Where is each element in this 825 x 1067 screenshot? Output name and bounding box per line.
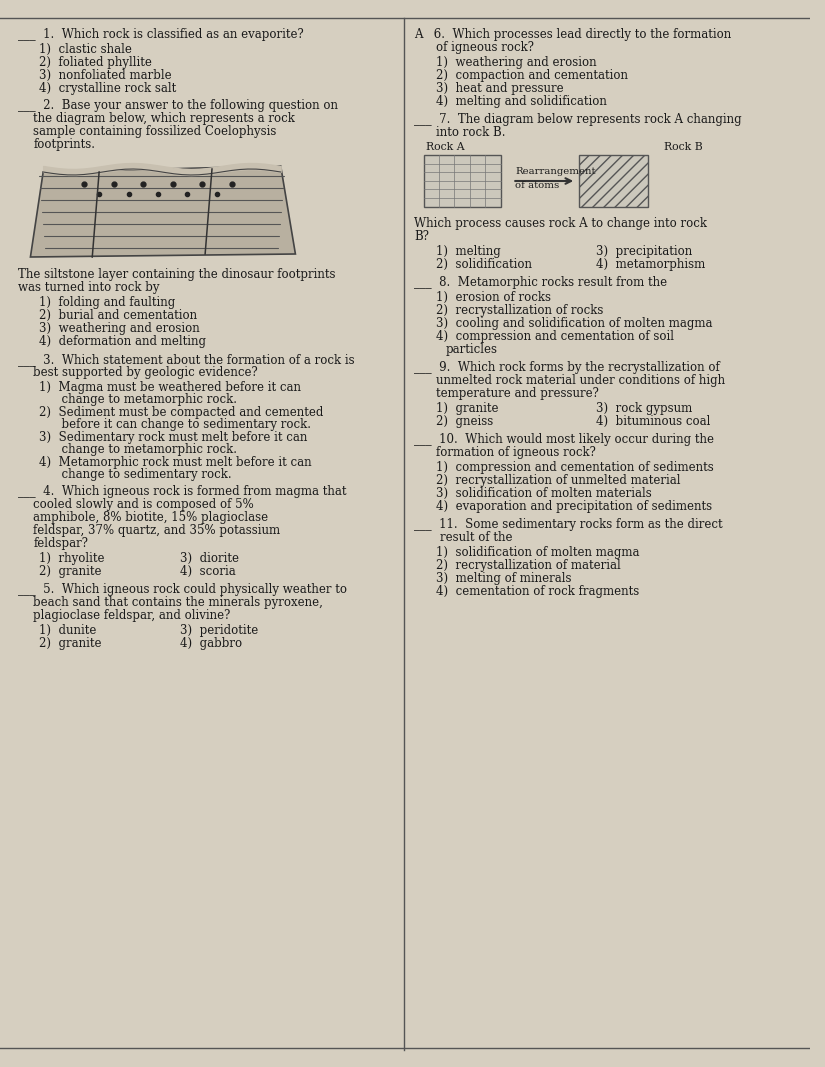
Text: 3)  peridotite: 3) peridotite <box>180 624 258 637</box>
Text: change to metamorphic rock.: change to metamorphic rock. <box>40 393 238 407</box>
Text: 1)  folding and faulting: 1) folding and faulting <box>40 296 176 309</box>
Text: B?: B? <box>414 230 429 243</box>
Text: 1)  Magma must be weathered before it can: 1) Magma must be weathered before it can <box>40 381 301 394</box>
Text: 1)  compression and cementation of sediments: 1) compression and cementation of sedime… <box>436 461 714 474</box>
Text: 3)  precipitation: 3) precipitation <box>596 245 692 258</box>
Text: ___  10.  Which would most likely occur during the: ___ 10. Which would most likely occur du… <box>414 433 714 446</box>
Text: formation of igneous rock?: formation of igneous rock? <box>436 446 596 459</box>
Text: 4)  scoria: 4) scoria <box>180 566 235 578</box>
Text: result of the: result of the <box>440 531 512 544</box>
Text: 2)  recrystallization of unmelted material: 2) recrystallization of unmelted materia… <box>436 474 681 487</box>
Text: 1)  granite: 1) granite <box>436 402 498 415</box>
Text: 3)  nonfoliated marble: 3) nonfoliated marble <box>40 69 172 82</box>
Text: 2)  granite: 2) granite <box>40 637 101 650</box>
Text: feldspar, 37% quartz, and 35% potassium: feldspar, 37% quartz, and 35% potassium <box>33 524 280 537</box>
Text: 4)  melting and solidification: 4) melting and solidification <box>436 95 606 108</box>
Text: cooled slowly and is composed of 5%: cooled slowly and is composed of 5% <box>33 498 254 511</box>
Text: before it can change to sedimentary rock.: before it can change to sedimentary rock… <box>40 418 311 431</box>
Text: ___  4.  Which igneous rock is formed from magma that: ___ 4. Which igneous rock is formed from… <box>17 485 346 498</box>
Text: 2)  recrystallization of rocks: 2) recrystallization of rocks <box>436 304 603 317</box>
Text: 2)  gneiss: 2) gneiss <box>436 415 493 428</box>
Text: Which process causes rock A to change into rock: Which process causes rock A to change in… <box>414 217 707 230</box>
Text: 2)  burial and cementation: 2) burial and cementation <box>40 309 197 322</box>
Text: beach sand that contains the minerals pyroxene,: beach sand that contains the minerals py… <box>33 596 323 609</box>
Text: 2)  Sediment must be compacted and cemented: 2) Sediment must be compacted and cement… <box>40 407 323 419</box>
Text: sample containing fossilized Coelophysis: sample containing fossilized Coelophysis <box>33 125 276 138</box>
Text: 4)  compression and cementation of soil: 4) compression and cementation of soil <box>436 330 674 343</box>
Text: Rock B: Rock B <box>664 142 703 152</box>
Text: 2)  granite: 2) granite <box>40 566 101 578</box>
Text: 3)  weathering and erosion: 3) weathering and erosion <box>40 322 200 335</box>
Text: feldspar?: feldspar? <box>33 537 88 550</box>
Text: 1)  solidification of molten magma: 1) solidification of molten magma <box>436 546 639 559</box>
Text: of igneous rock?: of igneous rock? <box>436 41 534 54</box>
Text: 4)  gabbro: 4) gabbro <box>180 637 242 650</box>
Text: the diagram below, which represents a rock: the diagram below, which represents a ro… <box>33 112 295 125</box>
Text: 3)  Sedimentary rock must melt before it can: 3) Sedimentary rock must melt before it … <box>40 431 308 444</box>
Text: footprints.: footprints. <box>33 138 96 152</box>
Text: The siltstone layer containing the dinosaur footprints: The siltstone layer containing the dinos… <box>17 268 335 281</box>
Text: 2)  foliated phyllite: 2) foliated phyllite <box>40 55 152 69</box>
Text: Rearrangement: Rearrangement <box>516 168 596 176</box>
Text: 1)  rhyolite: 1) rhyolite <box>40 552 105 566</box>
Text: 4)  cementation of rock fragments: 4) cementation of rock fragments <box>436 585 639 598</box>
Text: ___  1.  Which rock is classified as an evaporite?: ___ 1. Which rock is classified as an ev… <box>17 28 304 41</box>
Text: ___  5.  Which igneous rock could physically weather to: ___ 5. Which igneous rock could physical… <box>17 583 346 596</box>
Text: 4)  evaporation and precipitation of sediments: 4) evaporation and precipitation of sedi… <box>436 500 712 513</box>
Text: temperature and pressure?: temperature and pressure? <box>436 387 599 400</box>
Text: 4)  bituminous coal: 4) bituminous coal <box>596 415 710 428</box>
Text: A   6.  Which processes lead directly to the formation: A 6. Which processes lead directly to th… <box>414 28 732 41</box>
Text: 2)  recrystallization of material: 2) recrystallization of material <box>436 559 620 572</box>
Text: 3)  heat and pressure: 3) heat and pressure <box>436 82 563 95</box>
Text: ___  7.  The diagram below represents rock A changing: ___ 7. The diagram below represents rock… <box>414 113 742 126</box>
Text: 2)  compaction and cementation: 2) compaction and cementation <box>436 69 628 82</box>
Text: unmelted rock material under conditions of high: unmelted rock material under conditions … <box>436 375 725 387</box>
Text: 3)  cooling and solidification of molten magma: 3) cooling and solidification of molten … <box>436 317 712 330</box>
Text: 2)  solidification: 2) solidification <box>436 258 532 271</box>
Text: particles: particles <box>446 343 497 356</box>
Bar <box>424 155 501 207</box>
Text: ___  2.  Base your answer to the following question on: ___ 2. Base your answer to the following… <box>17 99 337 112</box>
Text: 1)  dunite: 1) dunite <box>40 624 97 637</box>
Text: 3)  solidification of molten materials: 3) solidification of molten materials <box>436 487 652 500</box>
Text: 1)  clastic shale: 1) clastic shale <box>40 43 132 55</box>
Text: change to sedimentary rock.: change to sedimentary rock. <box>40 468 232 481</box>
Text: ___  3.  Which statement about the formation of a rock is: ___ 3. Which statement about the formati… <box>17 353 354 366</box>
Text: 4)  Metamorphic rock must melt before it can: 4) Metamorphic rock must melt before it … <box>40 456 312 469</box>
Text: 1)  weathering and erosion: 1) weathering and erosion <box>436 55 596 69</box>
Text: 1)  erosion of rocks: 1) erosion of rocks <box>436 291 551 304</box>
Bar <box>579 155 648 207</box>
Text: change to metamorphic rock.: change to metamorphic rock. <box>40 443 238 456</box>
Text: Rock A: Rock A <box>426 142 464 152</box>
Text: 4)  deformation and melting: 4) deformation and melting <box>40 335 206 348</box>
Text: plagioclase feldspar, and olivine?: plagioclase feldspar, and olivine? <box>33 609 231 622</box>
Text: ___  8.  Metamorphic rocks result from the: ___ 8. Metamorphic rocks result from the <box>414 276 667 289</box>
Text: was turned into rock by: was turned into rock by <box>17 281 159 294</box>
Text: best supported by geologic evidence?: best supported by geologic evidence? <box>33 366 258 379</box>
Text: ___  9.  Which rock forms by the recrystallization of: ___ 9. Which rock forms by the recrystal… <box>414 361 720 375</box>
Polygon shape <box>31 166 295 257</box>
Text: ___  11.  Some sedimentary rocks form as the direct: ___ 11. Some sedimentary rocks form as t… <box>414 517 723 531</box>
Text: amphibole, 8% biotite, 15% plagioclase: amphibole, 8% biotite, 15% plagioclase <box>33 511 268 524</box>
Text: 1)  melting: 1) melting <box>436 245 501 258</box>
Text: 3)  rock gypsum: 3) rock gypsum <box>596 402 692 415</box>
Text: of atoms: of atoms <box>516 181 559 190</box>
Text: into rock B.: into rock B. <box>436 126 505 139</box>
Text: 3)  melting of minerals: 3) melting of minerals <box>436 572 571 585</box>
Text: 3)  diorite: 3) diorite <box>180 552 238 566</box>
Text: 4)  metamorphism: 4) metamorphism <box>596 258 705 271</box>
Text: 4)  crystalline rock salt: 4) crystalline rock salt <box>40 82 177 95</box>
